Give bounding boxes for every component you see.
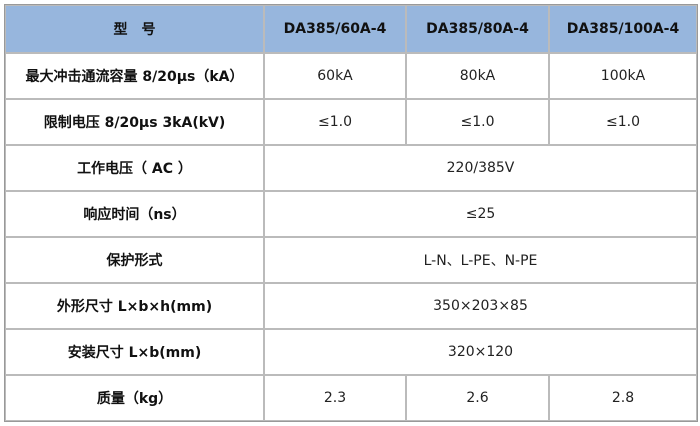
header-row: 型 号 DA385/60A-4 DA385/80A-4 DA385/100A-4 — [5, 5, 697, 53]
header-cell: DA385/80A-4 — [406, 5, 549, 53]
row-label: 工作电压（ AC ） — [5, 145, 264, 191]
cell: ≤1.0 — [549, 99, 697, 145]
cell: 2.6 — [406, 375, 549, 421]
cell: 220/385V — [264, 145, 697, 191]
header-cell: 型 号 — [5, 5, 264, 53]
table-row: 响应时间（ns） ≤25 — [5, 191, 697, 237]
cell: ≤1.0 — [406, 99, 549, 145]
header-cell: DA385/60A-4 — [264, 5, 406, 53]
table-row: 安装尺寸 L×b(mm) 320×120 — [5, 329, 697, 375]
cell: 350×203×85 — [264, 283, 697, 329]
row-label: 外形尺寸 L×b×h(mm) — [5, 283, 264, 329]
table-row: 保护形式 L-N、L-PE、N-PE — [5, 237, 697, 283]
cell: 80kA — [406, 53, 549, 99]
table-row: 限制电压 8/20μs 3kA(kV) ≤1.0 ≤1.0 ≤1.0 — [5, 99, 697, 145]
row-label: 质量（kg） — [5, 375, 264, 421]
cell: 2.8 — [549, 375, 697, 421]
table-row: 工作电压（ AC ） 220/385V — [5, 145, 697, 191]
cell: 320×120 — [264, 329, 697, 375]
header-cell: DA385/100A-4 — [549, 5, 697, 53]
row-label: 保护形式 — [5, 237, 264, 283]
cell: 2.3 — [264, 375, 406, 421]
cell: ≤25 — [264, 191, 697, 237]
table-wrap: 型 号 DA385/60A-4 DA385/80A-4 DA385/100A-4 最大冲… — [4, 4, 698, 422]
row-label: 限制电压 8/20μs 3kA(kV) — [5, 99, 264, 145]
cell: 100kA — [549, 53, 697, 99]
table-row: 质量（kg） 2.3 2.6 2.8 — [5, 375, 697, 421]
row-label: 安装尺寸 L×b(mm) — [5, 329, 264, 375]
spec-table: 型 号 DA385/60A-4 DA385/80A-4 DA385/100A-4 最大冲… — [4, 4, 698, 422]
table-row: 外形尺寸 L×b×h(mm) 350×203×85 — [5, 283, 697, 329]
row-label: 响应时间（ns） — [5, 191, 264, 237]
row-label: 最大冲击通流容量 8/20μs（kA） — [5, 53, 264, 99]
cell: L-N、L-PE、N-PE — [264, 237, 697, 283]
table-row: 最大冲击通流容量 8/20μs（kA） 60kA 80kA 100kA — [5, 53, 697, 99]
cell: 60kA — [264, 53, 406, 99]
cell: ≤1.0 — [264, 99, 406, 145]
